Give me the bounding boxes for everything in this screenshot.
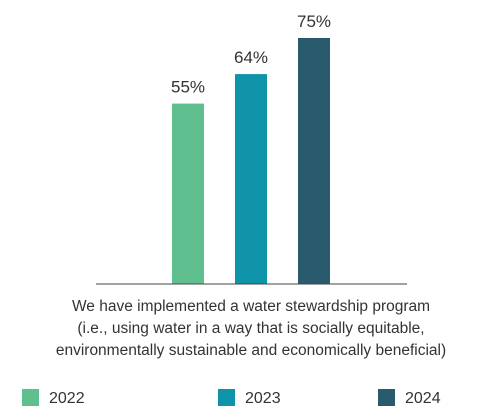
bars-group xyxy=(172,38,330,284)
value-label-2024: 75% xyxy=(297,12,331,31)
legend-label-2024: 2024 xyxy=(405,390,441,407)
legend-swatch-2024 xyxy=(378,389,395,406)
value-labels-group: 55% 64% 75% xyxy=(171,12,331,97)
category-label-line: We have implemented a water stewardship … xyxy=(72,298,430,315)
bar-2024 xyxy=(298,38,330,284)
legend-swatch-2022 xyxy=(22,389,39,406)
category-label: We have implemented a water stewardship … xyxy=(56,298,446,359)
legend-swatch-2023 xyxy=(218,389,235,406)
value-label-2023: 64% xyxy=(234,48,268,67)
legend-label-2022: 2022 xyxy=(49,390,85,407)
value-label-2022: 55% xyxy=(171,78,205,97)
legend: 2022 2023 2024 xyxy=(22,389,441,407)
legend-label-2023: 2023 xyxy=(245,390,281,407)
bar-2022 xyxy=(172,103,204,284)
category-label-line: (i.e., using water in a way that is soci… xyxy=(77,320,424,337)
category-label-line: environmentally sustainable and economic… xyxy=(56,342,446,359)
bar-2023 xyxy=(235,74,267,284)
